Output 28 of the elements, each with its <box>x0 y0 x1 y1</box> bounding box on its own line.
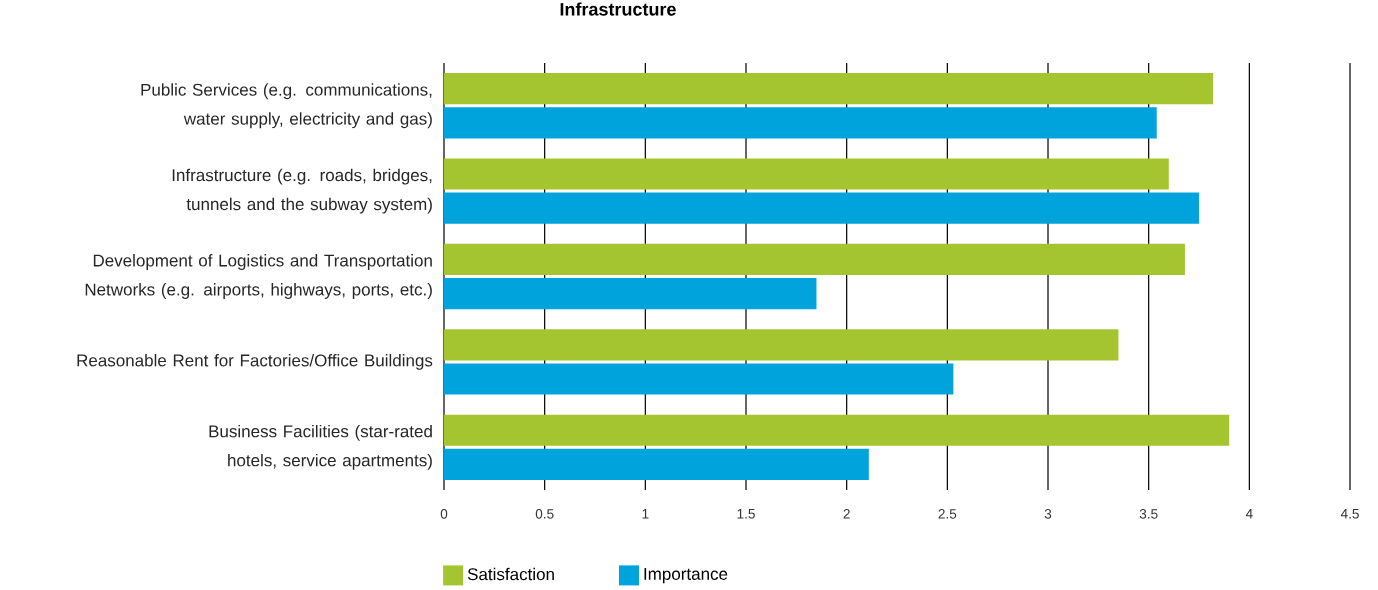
chart-title: Infrastructure <box>560 2 676 16</box>
bar <box>444 243 1185 276</box>
bar <box>444 329 1119 361</box>
x-tick-label: 4.5 <box>1340 509 1359 519</box>
x-tick-label: 1 <box>642 509 649 519</box>
legend-label: Satisfaction <box>467 567 554 581</box>
y-tick-label: Infrastructure (e.g. roads, bridges, tunnels and the subway system) <box>172 168 432 214</box>
y-tick-label: Public Services (e.g. communications, water supply, electricity and gas) <box>141 83 432 129</box>
x-tick-label: 0.5 <box>535 509 554 519</box>
x-tick-label: 4 <box>1245 509 1253 519</box>
x-tick-label: 3 <box>1044 509 1052 519</box>
bar <box>444 448 869 480</box>
x-tick-label: 3.5 <box>1139 509 1158 519</box>
y-tick-label: Business Facilities (star-rated hotels, service apartments) <box>209 424 432 470</box>
legend-label: Importance <box>644 568 728 584</box>
x-tick-label: 0 <box>440 509 448 519</box>
y-tick-label: Reasonable Rent for Factories/Office Buildings <box>77 353 433 370</box>
x-tick-label: 2 <box>843 509 850 519</box>
bar <box>444 107 1157 139</box>
y-tick-label: Development of Logistics and Transportation Networks (e.g. airports, highways, ports, etc.) <box>85 254 432 299</box>
bar <box>444 192 1200 224</box>
bar <box>444 158 1169 190</box>
bar <box>444 278 817 310</box>
bar <box>444 73 1214 105</box>
x-tick-label: 2.5 <box>938 509 957 519</box>
bar <box>444 414 1230 446</box>
bar <box>444 363 954 395</box>
x-tick-label: 1.5 <box>737 509 755 519</box>
